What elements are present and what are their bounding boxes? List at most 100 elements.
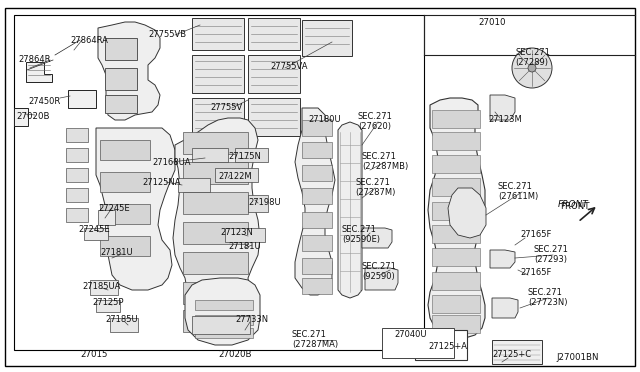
Text: 27185U: 27185U	[105, 315, 138, 324]
Text: FRONT: FRONT	[560, 202, 589, 211]
Text: 27015: 27015	[80, 350, 108, 359]
Bar	[248, 18, 300, 50]
Text: 27125P: 27125P	[92, 298, 124, 307]
Polygon shape	[295, 108, 335, 295]
Bar	[248, 98, 300, 136]
Text: SEC.271: SEC.271	[342, 225, 377, 234]
Bar	[415, 330, 467, 360]
Polygon shape	[185, 278, 260, 345]
Bar	[183, 310, 248, 332]
Bar	[183, 162, 248, 184]
Text: 27864RA: 27864RA	[70, 36, 108, 45]
Bar	[105, 38, 137, 60]
Bar	[183, 192, 248, 214]
Text: (27287MB): (27287MB)	[362, 162, 408, 171]
Text: (27287M): (27287M)	[355, 188, 396, 197]
Bar	[302, 188, 332, 204]
Bar	[432, 178, 480, 196]
Bar	[432, 155, 480, 173]
Circle shape	[512, 48, 552, 88]
Polygon shape	[98, 210, 115, 225]
Bar	[432, 225, 480, 243]
Polygon shape	[362, 228, 392, 248]
Text: 27125NA: 27125NA	[142, 178, 180, 187]
Polygon shape	[490, 250, 515, 268]
Text: SEC.271: SEC.271	[292, 330, 327, 339]
Text: 27165F: 27165F	[520, 230, 552, 239]
Polygon shape	[365, 268, 398, 290]
Text: 27198U: 27198U	[248, 198, 280, 207]
Bar	[492, 340, 542, 364]
Text: 27755VA: 27755VA	[270, 62, 307, 71]
Bar	[382, 328, 454, 358]
Text: (27289): (27289)	[515, 58, 548, 67]
Bar	[302, 20, 352, 56]
Bar	[183, 132, 248, 154]
Bar	[66, 208, 88, 222]
Text: 27755VB: 27755VB	[148, 30, 186, 39]
Polygon shape	[84, 228, 108, 240]
Polygon shape	[96, 128, 175, 290]
Text: 27123N: 27123N	[220, 228, 253, 237]
Text: 27020B: 27020B	[16, 112, 49, 121]
Text: 27125+C: 27125+C	[492, 350, 531, 359]
Bar	[192, 55, 244, 93]
Text: (27293): (27293)	[534, 255, 567, 264]
Polygon shape	[490, 95, 515, 120]
Bar	[100, 172, 150, 192]
Text: 27125+A: 27125+A	[428, 342, 467, 351]
Bar	[100, 204, 150, 224]
Text: 27180U: 27180U	[308, 115, 340, 124]
Bar	[432, 110, 480, 128]
Text: 27450R: 27450R	[28, 97, 60, 106]
Bar	[100, 140, 150, 160]
Text: 27020B: 27020B	[218, 350, 252, 359]
Polygon shape	[225, 228, 265, 242]
Text: 27168UA: 27168UA	[152, 158, 191, 167]
Polygon shape	[96, 300, 120, 312]
Bar	[100, 236, 150, 256]
Text: 27123M: 27123M	[488, 115, 522, 124]
Bar	[302, 278, 332, 294]
Text: SEC.271: SEC.271	[498, 182, 533, 191]
Bar	[66, 128, 88, 142]
Text: 27175N: 27175N	[228, 152, 261, 161]
Text: SEC.271: SEC.271	[362, 152, 397, 161]
Text: 27181U: 27181U	[100, 248, 132, 257]
Text: 27864R: 27864R	[18, 55, 51, 64]
Polygon shape	[178, 178, 210, 192]
Text: 27245E: 27245E	[98, 204, 130, 213]
Polygon shape	[98, 22, 160, 120]
Polygon shape	[492, 298, 518, 318]
Bar	[66, 148, 88, 162]
Text: (27287MA): (27287MA)	[292, 340, 338, 349]
Polygon shape	[448, 188, 486, 238]
Bar	[302, 235, 332, 251]
Bar	[195, 328, 253, 338]
Text: SEC.271: SEC.271	[355, 178, 390, 187]
Bar	[432, 248, 480, 266]
Bar	[14, 108, 28, 126]
Bar	[432, 272, 480, 290]
Bar	[195, 315, 253, 325]
Bar	[192, 18, 244, 50]
Bar	[105, 68, 137, 90]
Bar	[432, 315, 480, 333]
Text: (27611M): (27611M)	[498, 192, 538, 201]
Bar	[183, 282, 248, 304]
Text: 27010: 27010	[478, 18, 506, 27]
Bar	[66, 168, 88, 182]
Bar	[105, 95, 137, 113]
Bar	[192, 98, 244, 136]
Text: SEC.271: SEC.271	[362, 262, 397, 271]
Text: 27245E: 27245E	[78, 225, 109, 234]
Bar	[302, 120, 332, 136]
Polygon shape	[338, 122, 362, 298]
Text: 27185UA: 27185UA	[82, 282, 120, 291]
Bar	[183, 222, 248, 244]
Text: 27040U: 27040U	[394, 330, 426, 339]
Polygon shape	[192, 148, 228, 162]
Bar	[432, 295, 480, 313]
Polygon shape	[26, 62, 52, 82]
Text: 27733N: 27733N	[235, 315, 268, 324]
